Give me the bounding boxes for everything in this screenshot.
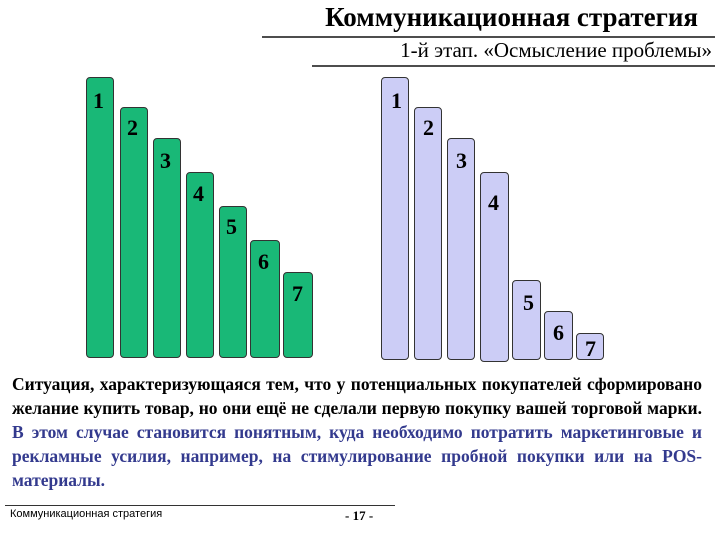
green-bar-4-label: 4 xyxy=(193,181,204,206)
green-bar-7-label: 7 xyxy=(292,281,303,306)
violet-bar-5 xyxy=(512,280,541,360)
green-bar-1-label: 1 xyxy=(93,88,104,113)
violet-bar-1 xyxy=(381,77,409,360)
violet-bar-2 xyxy=(414,107,442,360)
green-bar-2-label: 2 xyxy=(127,115,138,140)
violet-bar-6-label: 6 xyxy=(553,320,564,345)
green-bar-3 xyxy=(153,138,181,358)
green-bar-2 xyxy=(120,107,148,358)
slide-title: Коммуникационная стратегия xyxy=(325,2,698,32)
violet-bar-5-label: 5 xyxy=(523,290,534,315)
violet-bar-1-label: 1 xyxy=(391,88,402,113)
violet-bar-4-label: 4 xyxy=(488,190,499,215)
violet-bar-3-label: 3 xyxy=(456,148,467,173)
situation-text-part2: В этом случае становится понятным, куда … xyxy=(12,422,702,490)
situation-description: Ситуация, характеризующаяся тем, что у п… xyxy=(12,372,702,492)
footer-caption: Коммуникационная стратегия xyxy=(10,508,163,520)
slide-subtitle: 1-й этап. «Осмысление проблемы» xyxy=(400,38,712,62)
green-bar-6 xyxy=(250,240,280,358)
green-bar-5 xyxy=(219,206,247,358)
green-bar-5-label: 5 xyxy=(226,214,237,239)
situation-text-part1: Ситуация, характеризующаяся тем, что у п… xyxy=(12,374,702,418)
green-bar-6-label: 6 xyxy=(258,249,269,274)
violet-bar-4 xyxy=(480,172,509,362)
violet-bar-6 xyxy=(544,311,573,360)
title-underline xyxy=(262,36,715,38)
violet-bar-7-label: 7 xyxy=(585,336,596,361)
violet-bar-3 xyxy=(447,138,475,360)
subtitle-underline xyxy=(312,65,715,67)
violet-bar-2-label: 2 xyxy=(423,115,434,140)
green-bar-4 xyxy=(186,172,214,358)
page-number: - 17 - xyxy=(345,508,374,523)
green-bar-1 xyxy=(86,77,114,358)
green-bar-3-label: 3 xyxy=(160,148,171,173)
green-bar-7 xyxy=(283,272,313,358)
violet-bar-7 xyxy=(576,333,604,360)
footer-rule xyxy=(5,505,395,506)
